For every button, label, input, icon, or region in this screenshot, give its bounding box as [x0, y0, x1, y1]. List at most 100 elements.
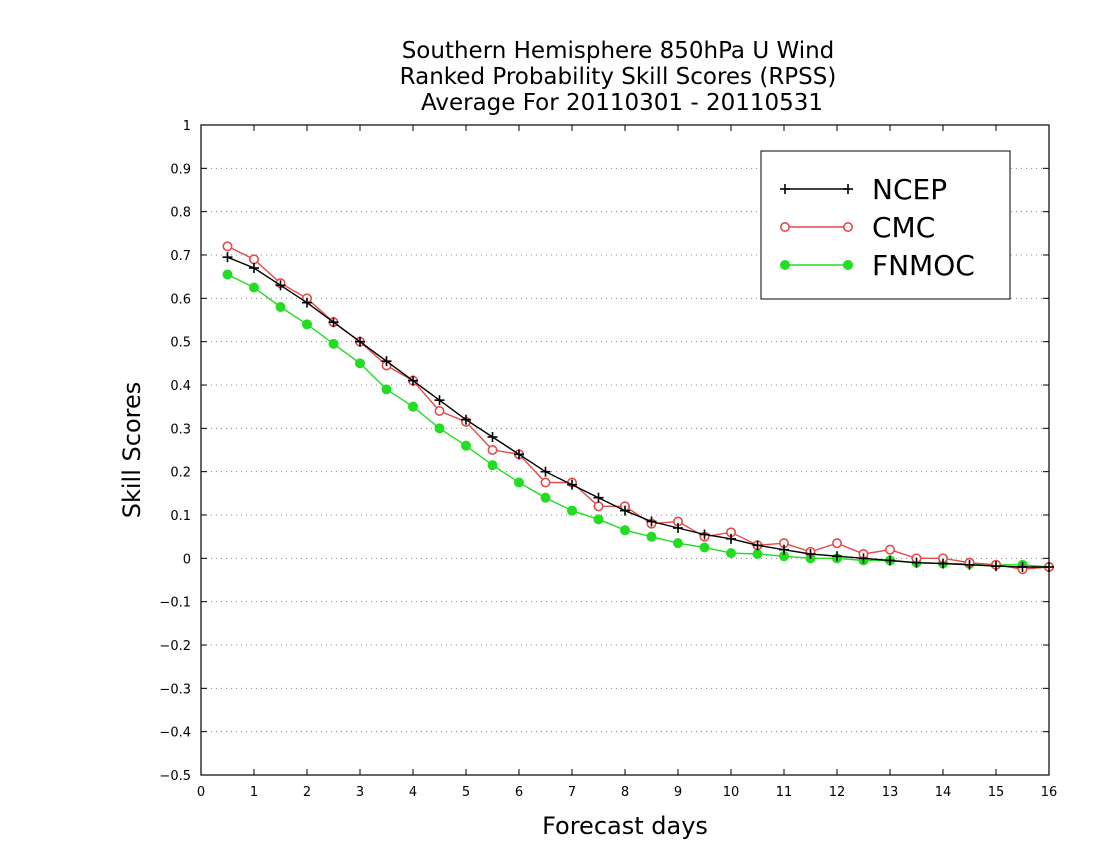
data-point-ncep	[620, 505, 630, 516]
data-point-ncep	[858, 553, 869, 564]
data-point-ncep	[540, 466, 551, 477]
data-point-ncep	[567, 479, 577, 490]
x-tick-label: 16	[1041, 785, 1058, 800]
data-point-ncep	[328, 317, 339, 328]
data-point-ncep	[832, 551, 842, 562]
x-tick-label: 2	[303, 785, 311, 800]
data-point-fnmoc	[328, 338, 339, 349]
data-point-cmc	[593, 501, 604, 512]
x-tick-label: 8	[621, 785, 629, 800]
y-tick-label: 0.1	[170, 509, 191, 524]
data-point-cmc	[434, 405, 445, 416]
data-point-ncep	[514, 449, 524, 460]
data-point-fnmoc	[461, 440, 471, 451]
legend-box	[760, 150, 1011, 300]
x-tick-label: 11	[776, 785, 793, 800]
x-tick-label: 3	[356, 785, 364, 800]
data-point-cmc	[884, 544, 895, 555]
x-tick-label: 7	[568, 785, 576, 800]
x-tick-label: 12	[829, 785, 846, 800]
data-point-fnmoc	[355, 358, 365, 369]
data-point-fnmoc	[249, 282, 259, 293]
x-tick-label: 1	[250, 785, 258, 800]
data-point-ncep	[911, 557, 922, 568]
data-point-ncep	[487, 432, 498, 442]
legend: NCEP CMC FNMOC	[760, 150, 1011, 300]
data-point-ncep	[726, 533, 736, 544]
y-tick-label: 0.4	[170, 379, 191, 394]
chart-title: Southern Hemisphere 850hPa U Wind Ranked…	[400, 38, 837, 116]
data-point-fnmoc	[620, 525, 630, 536]
y-tick-label: 0.3	[170, 422, 191, 437]
data-point-ncep	[805, 549, 816, 559]
x-tick-label: 15	[988, 785, 1005, 800]
data-point-cmc	[222, 241, 233, 252]
data-point-fnmoc	[699, 542, 710, 553]
data-point-fnmoc	[593, 514, 604, 525]
x-tick-label: 5	[462, 785, 470, 800]
data-point-ncep	[461, 414, 471, 425]
y-tick-label: −0.5	[159, 769, 191, 784]
x-tick-label: 9	[674, 785, 682, 800]
data-point-fnmoc	[673, 538, 683, 549]
legend-label: CMC	[872, 211, 935, 244]
legend-marker	[843, 260, 853, 270]
data-point-ncep	[885, 555, 895, 566]
legend-marker	[842, 222, 853, 233]
y-tick-label: 0.6	[170, 292, 191, 307]
data-point-ncep	[355, 336, 365, 347]
data-point-cmc	[249, 254, 260, 265]
y-tick-label: 1	[183, 119, 191, 134]
legend-item-ncep: NCEP	[780, 173, 947, 206]
data-point-ncep	[275, 280, 286, 291]
data-point-fnmoc	[514, 477, 524, 488]
legend-label: NCEP	[872, 173, 947, 206]
data-point-fnmoc	[434, 423, 445, 434]
series-lines	[222, 241, 1055, 575]
series-line-ncep	[227, 256, 1049, 568]
data-point-fnmoc	[487, 460, 498, 471]
data-point-fnmoc	[540, 492, 551, 503]
data-point-ncep	[593, 492, 604, 503]
y-tick-label: −0.1	[159, 596, 191, 611]
series-line-fnmoc	[227, 273, 1050, 568]
x-tick-label: 10	[723, 785, 740, 800]
legend-marker	[780, 184, 790, 194]
y-tick-label: 0.7	[170, 249, 191, 264]
data-point-fnmoc	[302, 319, 312, 330]
data-point-ncep	[222, 252, 233, 263]
data-point-ncep	[408, 375, 418, 386]
y-tick-label: −0.4	[159, 726, 191, 741]
y-tick-label: 0	[183, 552, 191, 567]
data-point-cmc	[540, 477, 551, 488]
x-tick-label: 6	[515, 785, 523, 800]
data-point-cmc	[831, 538, 842, 549]
legend-marker	[780, 260, 790, 270]
data-point-fnmoc	[567, 505, 577, 516]
y-tick-label: −0.2	[159, 639, 191, 654]
legend-marker	[843, 184, 853, 194]
y-tick-label: 0.9	[170, 162, 191, 177]
data-point-fnmoc	[222, 269, 233, 280]
y-tick-label: 0.5	[170, 336, 191, 351]
series-ncep	[222, 252, 1054, 572]
legend-label: FNMOC	[872, 249, 975, 282]
data-point-ncep	[646, 516, 657, 527]
data-point-ncep	[434, 395, 445, 406]
data-point-ncep	[991, 561, 1001, 572]
data-point-ncep	[1044, 562, 1054, 572]
x-tick-label: 13	[882, 785, 899, 800]
data-point-ncep	[699, 529, 710, 540]
data-point-fnmoc	[275, 302, 286, 312]
data-point-ncep	[1017, 562, 1028, 572]
y-axis-label: Skill Scores	[118, 382, 146, 519]
x-tick-label: 14	[935, 785, 952, 800]
data-point-ncep	[673, 523, 683, 533]
data-point-ncep	[249, 263, 259, 273]
data-point-fnmoc	[646, 531, 657, 542]
data-point-ncep	[938, 558, 948, 569]
data-point-cmc	[487, 444, 498, 455]
data-point-ncep	[752, 540, 763, 551]
